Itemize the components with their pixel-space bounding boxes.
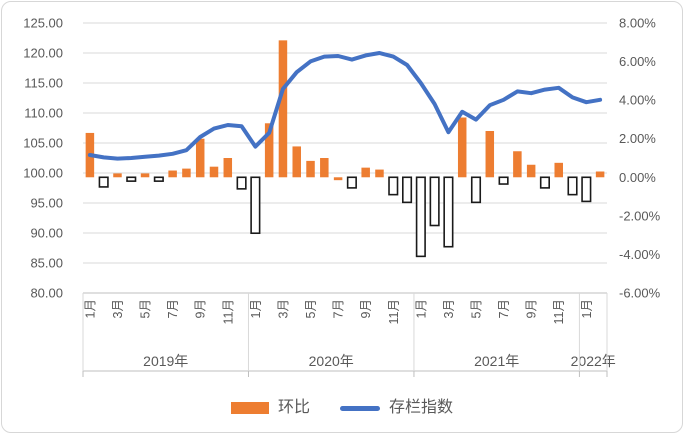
bar-2020-03	[278, 40, 288, 178]
left-axis-tick-label: 95.00	[30, 196, 63, 211]
bar-2019-11	[223, 158, 233, 178]
bar-2020-11	[388, 176, 399, 196]
month-tick-label: 1月	[580, 299, 594, 318]
bar-2019-09	[195, 138, 205, 178]
bar-2020-01	[250, 176, 261, 235]
left-axis-tick-label: 90.00	[30, 226, 63, 241]
bar-2020-12	[402, 176, 413, 204]
month-tick-label: 3月	[111, 299, 125, 318]
month-tick-label: 11月	[552, 299, 566, 324]
left-axis-tick-label: 125.00	[23, 16, 63, 31]
month-tick-label: 9月	[359, 299, 373, 318]
gridlines	[83, 22, 607, 294]
legend-label-bar-series: 环比	[277, 399, 310, 416]
right-axis-tick-label: 8.00%	[619, 16, 656, 31]
bar-2019-02	[98, 176, 109, 188]
bar-2021-03	[443, 176, 454, 248]
bar-2021-12	[567, 176, 578, 196]
legend: 环比 存栏指数	[0, 394, 684, 422]
bar-2020-02	[264, 123, 274, 178]
bar-2022-01	[581, 176, 592, 203]
left-axis-tick-label: 110.00	[24, 106, 63, 121]
year-label: 2019年	[143, 353, 188, 369]
right-axis-tick-label: 6.00%	[619, 54, 656, 69]
x-axis: 1月 3月 5月 7月 9月 11月 2019年 1月 3月 5月 7月 9月 11月 2020年 1月 3月…	[82, 293, 616, 377]
month-tick-label: 3月	[442, 299, 456, 318]
bar-2019-06	[153, 176, 164, 182]
bar-series	[85, 40, 605, 258]
right-axis-labels: 8.00% 6.00% 4.00% 2.00% 0.00% -2.00% -4.00% -6.…	[619, 16, 661, 301]
legend-item-bar-series: 环比	[230, 399, 310, 416]
right-axis-tick-label: -4.00%	[619, 247, 661, 262]
right-axis-tick-label: -6.00%	[619, 286, 661, 301]
bar-2021-06	[485, 131, 495, 178]
month-tick-label: 9月	[194, 299, 208, 318]
month-tick-label: 7月	[166, 299, 180, 318]
bar-2020-04	[292, 146, 301, 178]
right-axis-tick-label: 2.00%	[619, 131, 656, 146]
month-tick-label: 9月	[525, 299, 539, 318]
left-axis-tick-label: 105.00	[23, 136, 63, 151]
bar-2021-07	[498, 176, 509, 185]
bar-2021-04	[457, 117, 467, 178]
year-label: 2022年	[571, 353, 616, 369]
bar-2021-01	[415, 176, 426, 258]
bar-series-swatch	[230, 402, 269, 414]
month-tick-label: 3月	[276, 299, 290, 318]
right-axis-tick-label: -2.00%	[619, 208, 661, 223]
month-tick-label: 5月	[470, 299, 484, 318]
month-tick-label: 5月	[304, 299, 318, 318]
bar-2021-10	[539, 176, 550, 189]
bar-2021-05	[470, 176, 482, 204]
left-axis-tick-label: 120.00	[23, 46, 63, 61]
legend-item-line-series: 存栏指数	[340, 400, 453, 416]
bar-2020-10	[375, 169, 384, 178]
bar-2020-09	[361, 167, 370, 178]
bar-2019-08	[182, 168, 191, 178]
month-tick-label: 11月	[387, 299, 401, 324]
month-tick-label: 11月	[221, 299, 235, 324]
month-tick-label: 7月	[497, 299, 511, 318]
bar-2019-05	[140, 173, 150, 178]
bar-2021-08	[513, 151, 522, 178]
bar-2019-03	[113, 173, 122, 178]
right-axis-tick-label: 0.00%	[619, 170, 656, 185]
bar-2020-07	[333, 177, 343, 181]
bar-2020-05	[306, 160, 315, 178]
bar-2019-12	[236, 176, 247, 190]
left-axis-labels: 125.00 120.00 115.00 110.00 105.00 100.00 95.0…	[23, 16, 63, 301]
bar-2021-09	[526, 164, 536, 178]
year-label: 2021年	[474, 353, 519, 369]
month-tick-label: 1月	[414, 299, 428, 318]
bar-2020-06	[320, 158, 329, 178]
left-axis-tick-label: 80.00	[30, 286, 63, 301]
index-line	[87, 51, 603, 161]
right-axis-tick-label: 4.00%	[619, 93, 656, 108]
legend-label-line-series: 存栏指数	[389, 399, 454, 416]
bar-2019-04	[126, 176, 137, 182]
left-axis-tick-label: 100.00	[23, 166, 63, 181]
bar-2020-08	[346, 176, 357, 189]
bar-2019-10	[209, 166, 219, 178]
month-tick-label: 7月	[332, 299, 346, 318]
left-axis-tick-label: 115.00	[24, 76, 63, 91]
bar-2021-11	[554, 162, 563, 178]
bar-2022-02	[595, 171, 605, 178]
year-label: 2020年	[309, 353, 354, 369]
line-series-swatch	[340, 405, 380, 411]
month-tick-label: 1月	[249, 299, 263, 318]
bar-2019-07	[168, 170, 177, 178]
bar-2021-02	[429, 176, 440, 227]
month-tick-label: 1月	[83, 299, 97, 318]
month-tick-label: 5月	[139, 299, 153, 318]
line-series	[87, 51, 603, 161]
left-axis-tick-label: 85.00	[30, 256, 63, 271]
